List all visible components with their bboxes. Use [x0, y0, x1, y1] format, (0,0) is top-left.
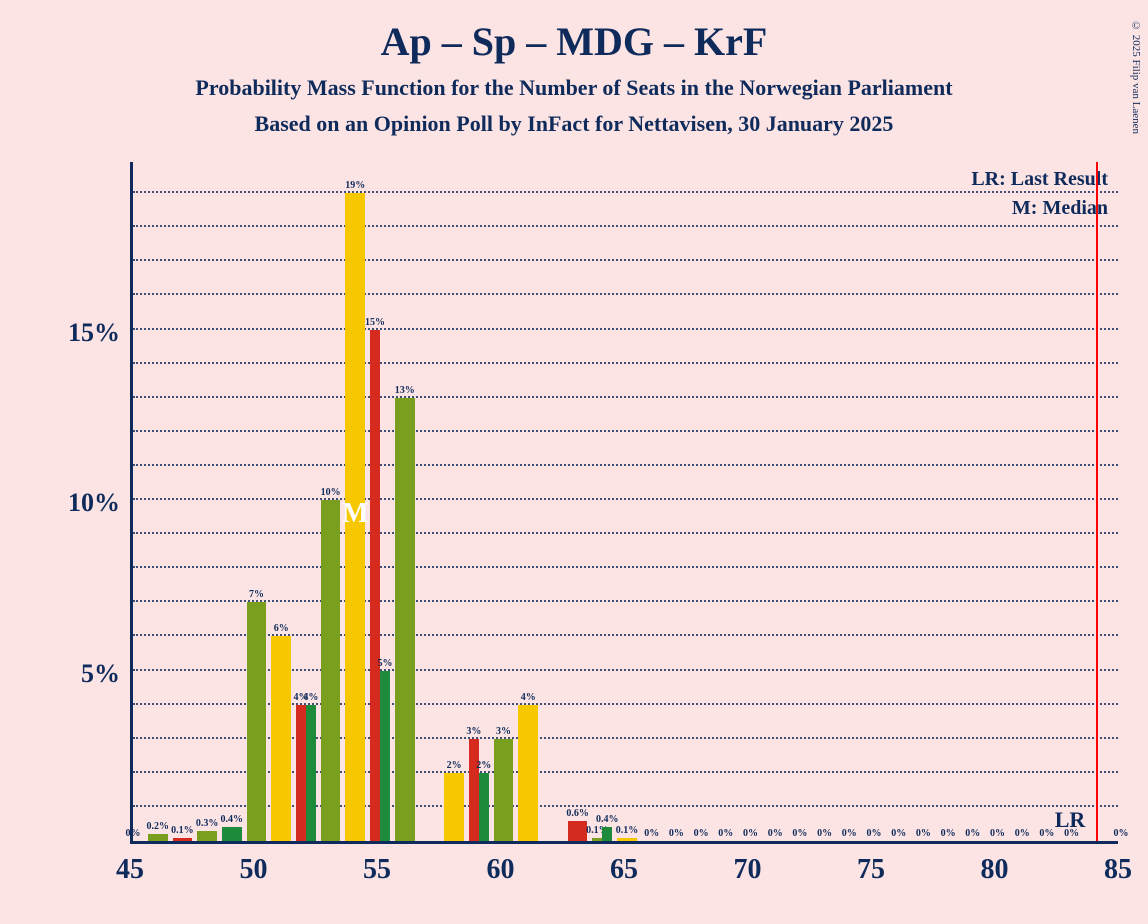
bar-label: 2%	[447, 760, 462, 771]
bar: 3%	[494, 739, 514, 841]
grid-line	[133, 293, 1118, 295]
bar: 4%	[306, 705, 316, 841]
grid-line	[133, 259, 1118, 261]
grid-line	[133, 225, 1118, 227]
bar-label: 0.1%	[616, 825, 639, 836]
grid-line	[133, 362, 1118, 364]
copyright-text: © 2025 Filip van Laenen	[1130, 20, 1142, 134]
x-tick-label: 85	[1104, 854, 1132, 886]
legend-lr: LR: Last Result	[971, 168, 1108, 191]
y-axis: 5% 10% 15%	[50, 162, 130, 844]
bar-label: 0%	[891, 828, 906, 839]
bar-label: 7%	[249, 589, 264, 600]
bar-label: 3%	[496, 726, 511, 737]
bar-label: 0%	[842, 828, 857, 839]
y-tick-label: 10%	[68, 488, 120, 518]
bar-label: 0%	[126, 828, 141, 839]
lr-line	[1096, 162, 1098, 841]
y-tick-label: 5%	[81, 659, 120, 689]
bar-label: 0.3%	[196, 818, 219, 829]
bar: 4%	[518, 705, 538, 841]
x-tick-label: 80	[981, 854, 1009, 886]
bar-label: 0%	[916, 828, 931, 839]
title-main: Ap – Sp – MDG – KrF	[0, 18, 1148, 65]
bar-label: 0%	[644, 828, 659, 839]
bar: 4%	[296, 705, 306, 841]
grid-line	[133, 191, 1118, 193]
grid-line	[133, 532, 1118, 534]
bar-label: 0%	[817, 828, 832, 839]
grid-line	[133, 396, 1118, 398]
bar-label: 19%	[345, 180, 365, 191]
bar-label: 0%	[990, 828, 1005, 839]
grid-line	[133, 328, 1118, 330]
chart-container: 5% 10% 15% LR: Last Result M: Median 0% 0.2…	[50, 162, 1118, 894]
bar: 2%	[479, 773, 489, 841]
x-tick-label: 45	[116, 854, 144, 886]
bar-label: 0%	[965, 828, 980, 839]
plot-area: LR: Last Result M: Median 0%0.2%0.1%0.3%…	[130, 162, 1118, 844]
bar-label: 0%	[718, 828, 733, 839]
bar-label: 3%	[466, 726, 481, 737]
bar: 0.2%	[148, 834, 168, 841]
bar-label: 2%	[476, 760, 491, 771]
bar-label: 0%	[1015, 828, 1030, 839]
legend: LR: Last Result M: Median	[971, 168, 1108, 226]
grid-line	[133, 464, 1118, 466]
bar-label: 0%	[792, 828, 807, 839]
title-block: Ap – Sp – MDG – KrF Probability Mass Fun…	[0, 0, 1148, 137]
bar: 0.4%	[222, 827, 242, 841]
bar: 3%	[469, 739, 479, 841]
grid-line	[133, 430, 1118, 432]
bar-label: 0%	[669, 828, 684, 839]
bar-label: 0.1%	[171, 825, 194, 836]
bar-label: 0%	[694, 828, 709, 839]
bar-label: 0%	[1039, 828, 1054, 839]
bar-label: 6%	[274, 623, 289, 634]
bar: 13%	[395, 398, 415, 841]
bar-label: 5%	[377, 658, 392, 669]
bar-label: 0%	[941, 828, 956, 839]
bar-label: 4%	[521, 692, 536, 703]
legend-m: M: Median	[971, 197, 1108, 220]
x-tick-label: 70	[734, 854, 762, 886]
bar-label: 0%	[743, 828, 758, 839]
bar-label: 0.2%	[146, 821, 169, 832]
grid-line	[133, 600, 1118, 602]
x-tick-label: 60	[487, 854, 515, 886]
grid-line	[133, 566, 1118, 568]
lr-label: LR	[1055, 807, 1086, 833]
bar: 0.1%	[592, 838, 602, 841]
bar: 10%	[321, 500, 341, 841]
bar-label: 15%	[365, 317, 385, 328]
bar-label: 0%	[768, 828, 783, 839]
bar: 7%	[247, 602, 267, 841]
median-label: M	[342, 498, 368, 530]
y-tick-label: 15%	[68, 318, 120, 348]
bar-label: 10%	[321, 487, 341, 498]
x-axis: 455055606570758085	[130, 844, 1118, 894]
x-tick-label: 75	[857, 854, 885, 886]
bar-label: 0.4%	[221, 814, 244, 825]
bar-label: 0%	[1113, 828, 1128, 839]
title-subtitle-1: Probability Mass Function for the Number…	[0, 75, 1148, 101]
title-subtitle-2: Based on an Opinion Poll by InFact for N…	[0, 111, 1148, 137]
bar: 0.6%	[568, 821, 588, 841]
x-tick-label: 65	[610, 854, 638, 886]
bar: 0.1%	[173, 838, 193, 841]
bar: 5%	[380, 671, 390, 842]
grid-line	[133, 498, 1118, 500]
bar: 15%	[370, 330, 380, 842]
bar: 0.3%	[197, 831, 217, 841]
bar-label: 0.6%	[566, 808, 589, 819]
x-tick-label: 55	[363, 854, 391, 886]
bar-label: 4%	[303, 692, 318, 703]
bar: 0.1%	[617, 838, 637, 841]
bar-label: 0%	[866, 828, 881, 839]
x-tick-label: 50	[240, 854, 268, 886]
bar: 0.4%	[602, 827, 612, 841]
bar: 6%	[271, 636, 291, 841]
bar: 2%	[444, 773, 464, 841]
bar-label: 13%	[395, 385, 415, 396]
